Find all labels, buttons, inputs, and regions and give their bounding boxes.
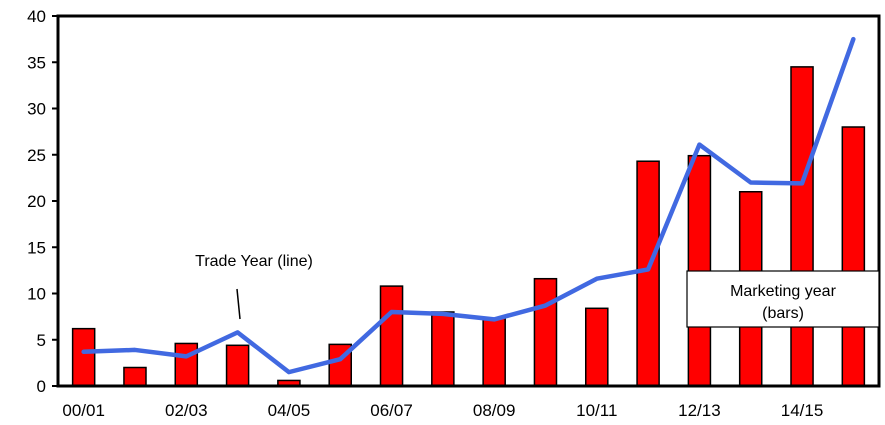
y-tick-label: 0	[37, 377, 46, 396]
y-tick-label: 35	[27, 53, 46, 72]
bar	[533, 277, 558, 387]
x-tick-label: 02/03	[165, 401, 208, 420]
bar	[636, 160, 660, 387]
bar	[71, 327, 96, 387]
marketing-year-label-line1: Marketing year	[730, 283, 836, 300]
y-tick-label: 5	[37, 331, 46, 350]
y-tick-label: 10	[27, 285, 46, 304]
trade-year-line	[81, 36, 856, 375]
plot-frame	[56, 14, 881, 388]
bar	[174, 342, 199, 387]
bar	[123, 366, 147, 387]
x-tick-label: 14/15	[781, 401, 824, 420]
bar	[841, 126, 866, 387]
bar	[431, 311, 455, 387]
marketing-year-label-line2: (bars)	[762, 305, 804, 322]
bar	[584, 307, 609, 387]
bar	[225, 344, 250, 387]
y-tick-label: 30	[27, 100, 46, 119]
x-tick-label: 04/05	[268, 401, 311, 420]
bar-series	[71, 66, 866, 387]
x-tick-label: 10/11	[576, 401, 617, 420]
x-tick-label: 06/07	[370, 401, 413, 420]
y-axis-ticks: 0 5 10 15 20 25 30 35 40	[27, 7, 58, 396]
y-tick-label: 15	[27, 238, 46, 257]
bar	[379, 285, 404, 387]
x-tick-label: 12/13	[678, 401, 721, 420]
bar	[482, 317, 506, 387]
y-tick-label: 20	[27, 192, 46, 211]
y-tick-label: 40	[27, 7, 46, 26]
trade-year-label: Trade Year (line)	[195, 253, 313, 270]
x-tick-label: 00/01	[62, 401, 105, 420]
x-axis-ticks: 00/01 02/03 04/05 06/07 08/09 10/11 12/13 14/15	[62, 401, 823, 420]
bar	[790, 66, 814, 387]
y-tick-label: 25	[27, 146, 46, 165]
trade-year-pointer	[236, 288, 241, 320]
marketing-year-label-box	[686, 270, 880, 328]
x-tick-label: 08/09	[473, 401, 516, 420]
line-series	[81, 36, 856, 375]
